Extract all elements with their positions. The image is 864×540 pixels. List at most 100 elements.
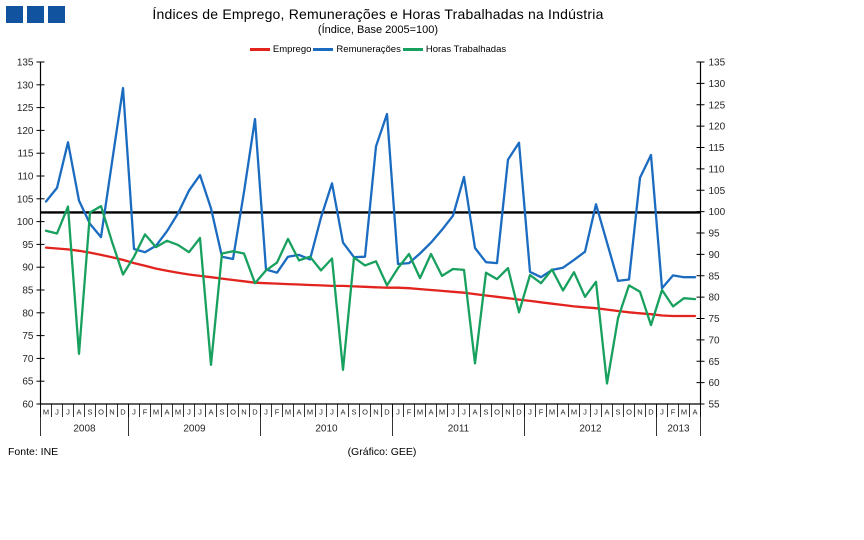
- svg-text:J: J: [264, 408, 268, 417]
- svg-text:S: S: [483, 408, 488, 417]
- svg-text:120: 120: [709, 122, 726, 133]
- svg-text:60: 60: [22, 400, 34, 411]
- legend-label: Emprego: [272, 44, 312, 55]
- svg-text:M: M: [307, 408, 313, 417]
- svg-text:135: 135: [709, 58, 726, 69]
- svg-text:O: O: [362, 408, 368, 417]
- svg-text:J: J: [187, 408, 191, 417]
- svg-text:F: F: [671, 408, 676, 417]
- svg-text:S: S: [87, 408, 92, 417]
- svg-text:J: J: [528, 408, 532, 417]
- svg-text:75: 75: [22, 331, 34, 342]
- svg-text:D: D: [252, 408, 258, 417]
- svg-text:M: M: [417, 408, 423, 417]
- svg-text:S: S: [219, 408, 224, 417]
- svg-text:M: M: [175, 408, 181, 417]
- svg-text:110: 110: [18, 172, 34, 183]
- legend-label: Horas Trabalhadas: [425, 44, 507, 55]
- legend-item-horas: Horas Trabalhadas: [402, 44, 507, 55]
- credit-note: (Gráfico: GEE): [347, 446, 417, 458]
- svg-text:A: A: [164, 408, 169, 417]
- logo-square: [6, 6, 23, 23]
- svg-text:N: N: [505, 408, 510, 417]
- svg-text:70: 70: [709, 335, 721, 346]
- svg-text:85: 85: [22, 286, 34, 297]
- chart-title: Índices de Emprego, Remunerações e Horas…: [152, 6, 604, 22]
- svg-text:120: 120: [17, 126, 34, 137]
- svg-text:O: O: [626, 408, 632, 417]
- svg-text:O: O: [230, 408, 236, 417]
- svg-text:F: F: [539, 408, 544, 417]
- y-axis-left: 135 130 125 120 115 110 105 100 95 90 85 80 75 70 65 60: [17, 58, 45, 411]
- svg-text:F: F: [143, 408, 148, 417]
- svg-text:70: 70: [22, 354, 34, 365]
- svg-text:M: M: [549, 408, 555, 417]
- svg-text:65: 65: [22, 377, 34, 388]
- svg-text:A: A: [76, 408, 81, 417]
- svg-text:A: A: [296, 408, 301, 417]
- svg-text:O: O: [98, 408, 104, 417]
- x-axis-year-labels: 2008 2009 2010 2011 2012 2013: [40, 404, 701, 436]
- svg-text:N: N: [373, 408, 378, 417]
- svg-text:D: D: [516, 408, 522, 417]
- svg-text:2013: 2013: [667, 424, 690, 435]
- series-remunera-es: [44, 86, 697, 290]
- svg-text:N: N: [109, 408, 114, 417]
- svg-text:105: 105: [709, 186, 726, 197]
- svg-text:S: S: [351, 408, 356, 417]
- svg-text:135: 135: [17, 58, 34, 69]
- svg-text:95: 95: [22, 240, 34, 251]
- svg-text:A: A: [428, 408, 433, 417]
- svg-text:75: 75: [709, 314, 721, 325]
- chart-subtitle: (Índice, Base 2005=100): [317, 24, 439, 36]
- svg-text:M: M: [285, 408, 291, 417]
- svg-text:J: J: [319, 408, 323, 417]
- svg-text:55: 55: [709, 400, 721, 411]
- svg-text:J: J: [198, 408, 202, 417]
- svg-text:80: 80: [22, 308, 34, 319]
- svg-text:J: J: [55, 408, 59, 417]
- svg-text:115: 115: [18, 149, 34, 160]
- svg-text:85: 85: [709, 271, 721, 282]
- svg-text:M: M: [681, 408, 687, 417]
- svg-text:J: J: [462, 408, 466, 417]
- legend-label: Remunerações: [336, 44, 401, 55]
- svg-text:2010: 2010: [315, 424, 338, 435]
- svg-text:J: J: [330, 408, 334, 417]
- svg-text:125: 125: [709, 100, 726, 111]
- svg-text:A: A: [604, 408, 609, 417]
- svg-text:D: D: [384, 408, 390, 417]
- series-horas-trabalhadas: [44, 204, 697, 385]
- logo-square: [48, 6, 65, 23]
- svg-text:110: 110: [709, 164, 725, 175]
- svg-text:S: S: [615, 408, 620, 417]
- svg-text:2009: 2009: [183, 424, 206, 435]
- svg-text:125: 125: [17, 103, 34, 114]
- chart-legend: Emprego Remunerações Horas Trabalhadas: [0, 44, 756, 55]
- svg-text:F: F: [275, 408, 280, 417]
- svg-text:100: 100: [709, 207, 726, 218]
- svg-text:115: 115: [709, 143, 725, 154]
- svg-text:A: A: [340, 408, 345, 417]
- svg-text:130: 130: [17, 80, 34, 91]
- svg-text:2012: 2012: [579, 424, 602, 435]
- axes: [39, 62, 702, 405]
- svg-text:N: N: [637, 408, 642, 417]
- line-swatch-icon: [402, 48, 423, 51]
- svg-text:J: J: [594, 408, 598, 417]
- svg-text:D: D: [648, 408, 654, 417]
- svg-text:A: A: [472, 408, 477, 417]
- svg-text:65: 65: [709, 357, 721, 368]
- svg-text:130: 130: [709, 79, 726, 90]
- line-swatch-icon: [313, 48, 334, 51]
- svg-text:105: 105: [17, 194, 34, 205]
- svg-text:90: 90: [709, 250, 721, 261]
- legend-item-remuneracoes: Remunerações: [313, 44, 401, 55]
- svg-text:J: J: [660, 408, 664, 417]
- svg-text:60: 60: [709, 378, 721, 389]
- svg-text:O: O: [494, 408, 500, 417]
- source-note: Fonte: INE: [8, 446, 59, 458]
- svg-text:M: M: [439, 408, 445, 417]
- svg-text:80: 80: [709, 293, 721, 304]
